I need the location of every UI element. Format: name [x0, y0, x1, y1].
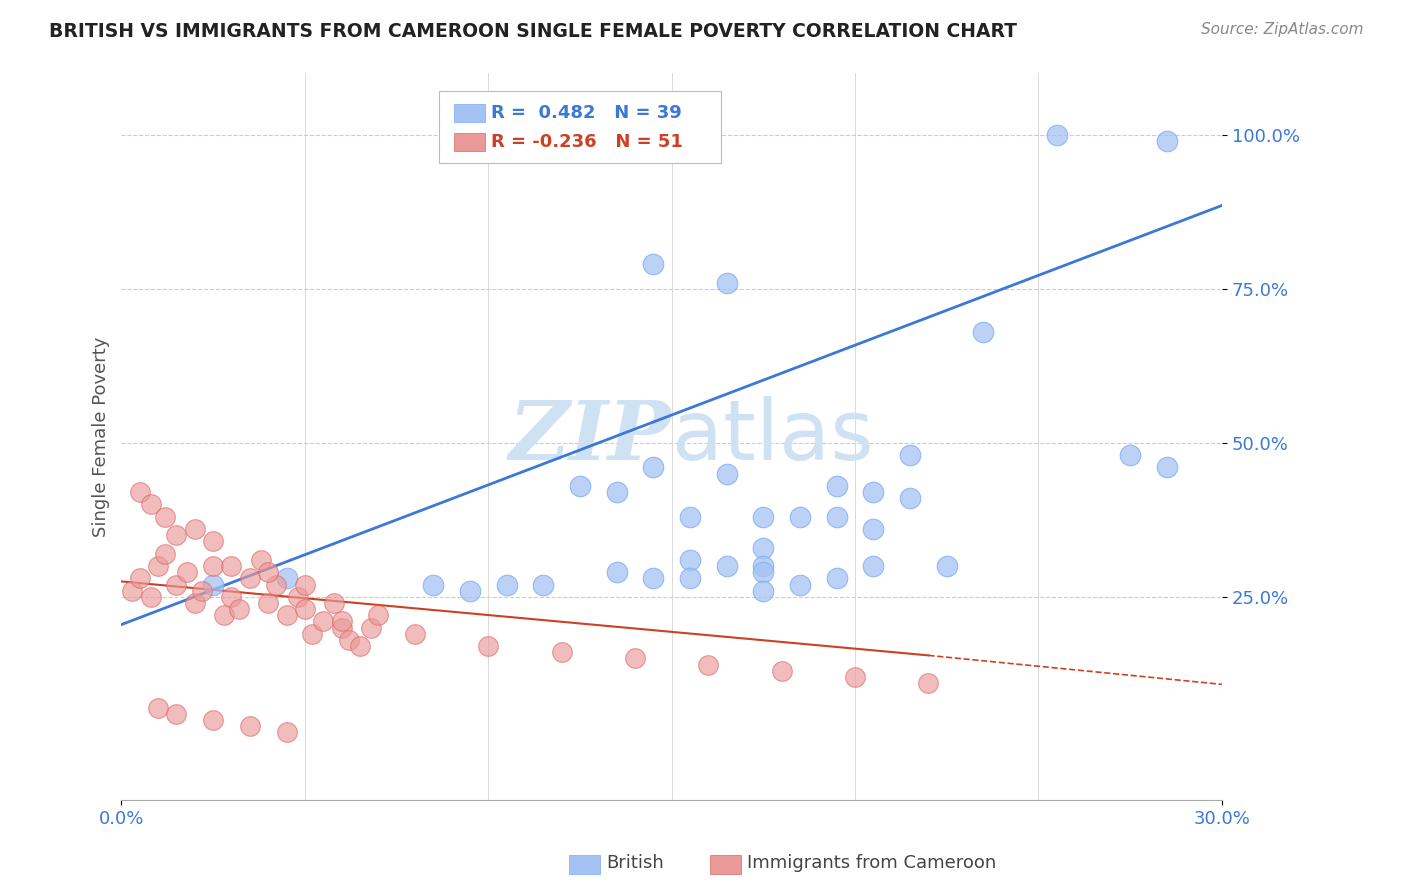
Point: [184, 596, 207, 610]
Text: Source: ZipAtlas.com: Source: ZipAtlas.com: [1201, 22, 1364, 37]
Point: [643, 571, 665, 585]
Point: [606, 485, 628, 500]
Point: [121, 583, 143, 598]
Point: [697, 657, 720, 672]
Point: [128, 485, 150, 500]
Point: [752, 559, 775, 574]
Point: [166, 577, 188, 591]
Point: [643, 257, 665, 271]
Point: [1046, 128, 1069, 142]
Point: [128, 571, 150, 585]
Point: [202, 559, 225, 574]
Point: [898, 448, 921, 462]
Point: [643, 460, 665, 475]
Point: [330, 621, 353, 635]
Point: [550, 645, 572, 659]
Point: [257, 565, 280, 579]
Point: [679, 509, 702, 524]
Text: atlas: atlas: [672, 396, 873, 477]
Point: [276, 571, 298, 585]
Point: [176, 565, 198, 579]
Point: [404, 627, 426, 641]
Text: Immigrants from Cameroon: Immigrants from Cameroon: [747, 855, 995, 872]
Point: [360, 621, 382, 635]
Text: ZIP: ZIP: [509, 397, 672, 476]
Point: [917, 676, 939, 690]
Point: [458, 583, 481, 598]
Point: [294, 602, 316, 616]
Point: [825, 509, 848, 524]
Point: [935, 559, 957, 574]
Point: [250, 553, 273, 567]
Point: [752, 583, 775, 598]
Point: [166, 706, 188, 721]
Point: [212, 608, 235, 623]
Point: [477, 639, 499, 653]
Point: [862, 559, 884, 574]
Point: [422, 577, 444, 591]
Point: [301, 627, 323, 641]
Point: [257, 596, 280, 610]
Point: [312, 615, 335, 629]
Point: [146, 559, 169, 574]
Point: [202, 713, 225, 727]
Point: [679, 553, 702, 567]
Point: [330, 615, 353, 629]
Point: [202, 577, 225, 591]
Text: BRITISH VS IMMIGRANTS FROM CAMEROON SINGLE FEMALE POVERTY CORRELATION CHART: BRITISH VS IMMIGRANTS FROM CAMEROON SING…: [49, 22, 1017, 41]
Point: [264, 577, 287, 591]
Point: [679, 571, 702, 585]
Point: [716, 467, 738, 481]
Point: [323, 596, 346, 610]
Point: [349, 639, 371, 653]
Point: [337, 632, 360, 647]
Point: [139, 590, 162, 604]
Point: [752, 541, 775, 555]
Point: [862, 522, 884, 536]
Point: [752, 565, 775, 579]
Point: [789, 509, 811, 524]
Point: [202, 534, 225, 549]
Point: [155, 509, 177, 524]
Point: [495, 577, 517, 591]
Point: [276, 608, 298, 623]
Point: [844, 670, 866, 684]
Point: [624, 651, 647, 665]
Point: [531, 577, 554, 591]
Point: [862, 485, 884, 500]
Point: [770, 664, 793, 678]
Point: [146, 700, 169, 714]
Point: [184, 522, 207, 536]
Text: R = -0.236   N = 51: R = -0.236 N = 51: [491, 133, 682, 151]
Point: [221, 559, 243, 574]
Point: [789, 577, 811, 591]
Point: [228, 602, 250, 616]
Point: [166, 528, 188, 542]
Point: [606, 565, 628, 579]
Point: [191, 583, 214, 598]
Point: [716, 276, 738, 290]
Point: [568, 479, 591, 493]
Point: [239, 571, 262, 585]
Point: [287, 590, 309, 604]
Point: [239, 719, 262, 733]
Point: [367, 608, 389, 623]
Point: [294, 577, 316, 591]
Point: [155, 547, 177, 561]
Text: British: British: [606, 855, 664, 872]
Point: [752, 509, 775, 524]
Point: [276, 725, 298, 739]
Y-axis label: Single Female Poverty: Single Female Poverty: [93, 336, 110, 537]
Point: [825, 571, 848, 585]
Point: [898, 491, 921, 506]
Text: R =  0.482   N = 39: R = 0.482 N = 39: [491, 104, 682, 122]
Point: [1119, 448, 1142, 462]
Point: [139, 497, 162, 511]
Point: [1156, 134, 1178, 148]
Point: [825, 479, 848, 493]
Point: [221, 590, 243, 604]
Point: [1156, 460, 1178, 475]
Point: [716, 559, 738, 574]
Point: [972, 325, 994, 339]
